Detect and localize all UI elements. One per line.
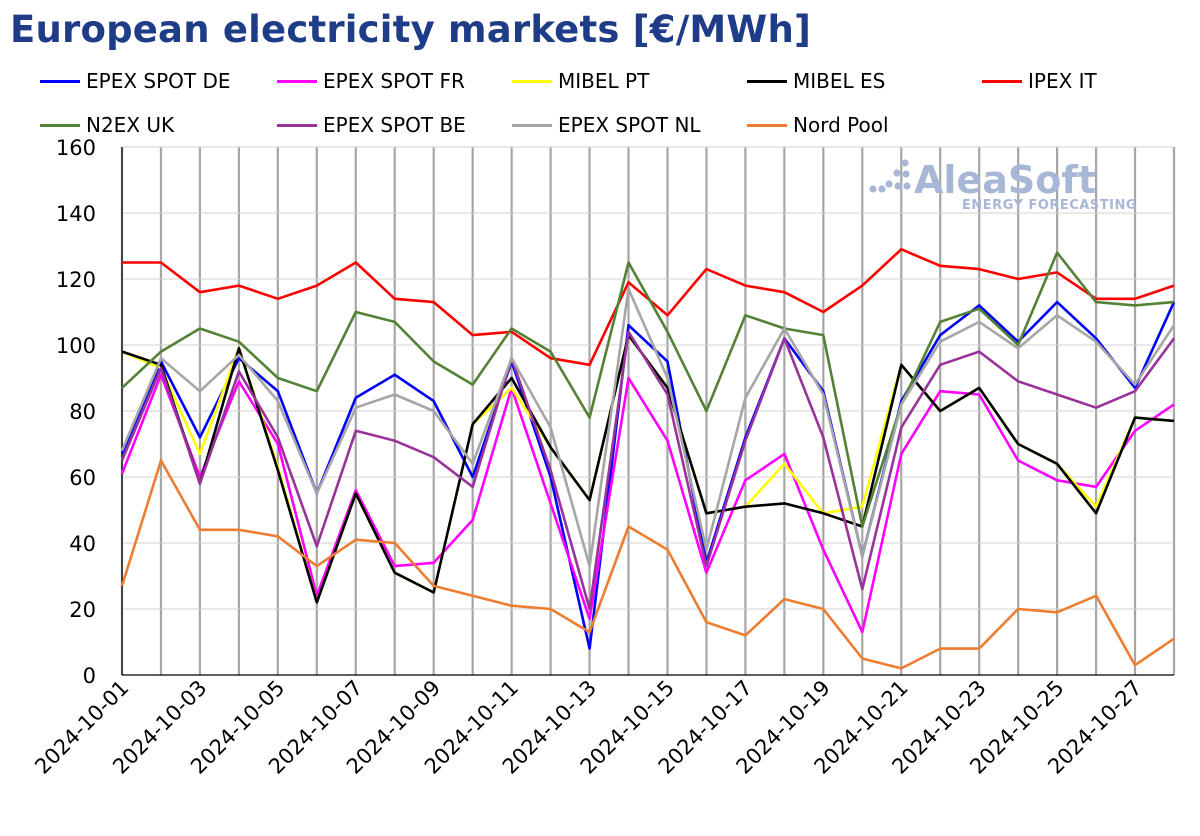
series-line-n2ex-uk xyxy=(121,251,1175,528)
watermark-dot-icon xyxy=(878,185,886,193)
legend-label: EPEX SPOT FR xyxy=(323,69,465,93)
y-tick-label: 60 xyxy=(69,466,96,490)
grid xyxy=(120,146,1176,676)
legend-swatch xyxy=(512,123,552,127)
legend-swatch xyxy=(277,79,317,83)
legend-item-nord-pool: Nord Pool xyxy=(747,110,889,140)
y-tick-label: 140 xyxy=(56,202,96,226)
legend-swatch xyxy=(747,79,787,83)
y-tick-label: 100 xyxy=(56,334,96,358)
legend-item-epex-spot-de: EPEX SPOT DE xyxy=(40,66,231,96)
y-tick-label: 120 xyxy=(56,268,96,292)
watermark-dot-icon xyxy=(903,182,911,190)
legend-item-n2ex-uk: N2EX UK xyxy=(40,110,174,140)
series-line-epex-spot-nl xyxy=(120,287,1176,568)
legend-label: MIBEL ES xyxy=(793,69,886,93)
watermark-brand: AleaSoft xyxy=(914,158,1096,202)
legend-swatch xyxy=(512,79,552,83)
y-tick-label: 80 xyxy=(69,400,96,424)
series-line-epex-spot-fr xyxy=(120,373,1175,634)
legend-item-epex-spot-fr: EPEX SPOT FR xyxy=(277,66,465,96)
legend-swatch xyxy=(277,123,317,127)
legend-item-ipex-it: IPEX IT xyxy=(982,66,1097,96)
legend-label: EPEX SPOT NL xyxy=(558,113,701,137)
legend-label: N2EX UK xyxy=(86,113,175,137)
legend-item-epex-spot-be: EPEX SPOT BE xyxy=(277,110,466,140)
legend-label: IPEX IT xyxy=(1028,69,1097,93)
legend-swatch xyxy=(40,123,80,127)
legend-label: EPEX SPOT DE xyxy=(86,69,231,93)
y-tick-label: 20 xyxy=(69,598,96,622)
legend-swatch xyxy=(40,79,80,83)
series-line-mibel-es xyxy=(121,333,1175,604)
legend-swatch xyxy=(982,79,1022,83)
watermark-dot-icon xyxy=(869,185,877,193)
legend-label: Nord Pool xyxy=(793,113,889,137)
y-tick-label: 0 xyxy=(83,664,96,688)
y-tick-label: 160 xyxy=(56,136,96,160)
series-line-mibel-pt xyxy=(121,333,1175,604)
legend-swatch xyxy=(747,123,787,127)
series-line-epex-spot-de xyxy=(120,300,1176,650)
legend-item-mibel-es: MIBEL ES xyxy=(747,66,885,96)
legend-item-epex-spot-nl: EPEX SPOT NL xyxy=(512,110,701,140)
watermark-tagline: ENERGY FORECASTING xyxy=(962,198,1137,213)
series-line-epex-spot-be xyxy=(120,330,1176,611)
legend-label: EPEX SPOT BE xyxy=(323,113,466,137)
y-tick-label: 40 xyxy=(69,532,96,556)
watermark-dot-icon xyxy=(885,180,893,188)
watermark-dot-icon xyxy=(902,170,910,178)
legend-item-mibel-pt: MIBEL PT xyxy=(512,66,649,96)
watermark-dot-icon xyxy=(894,182,902,190)
legend-label: MIBEL PT xyxy=(558,69,650,93)
chart-title: European electricity markets [€/MWh] xyxy=(10,8,812,51)
watermark-dot-icon xyxy=(893,169,901,177)
watermark-dot-icon xyxy=(901,159,909,167)
series-lines xyxy=(120,248,1176,670)
chart-legend: EPEX SPOT DE EPEX SPOT FR MIBEL PT MIBEL ES… xyxy=(0,62,1200,142)
series-line-nord-pool xyxy=(120,459,1175,670)
